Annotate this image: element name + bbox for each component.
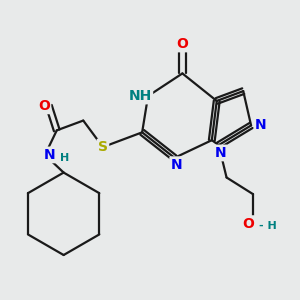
Text: N: N <box>171 158 182 172</box>
Text: N: N <box>44 148 56 162</box>
Text: H: H <box>60 153 69 163</box>
Text: O: O <box>38 99 50 113</box>
Text: N: N <box>215 146 226 160</box>
Text: NH: NH <box>129 89 152 103</box>
Text: O: O <box>242 217 254 231</box>
Text: N: N <box>255 118 267 133</box>
Text: - H: - H <box>259 220 277 231</box>
Text: O: O <box>176 37 188 51</box>
Text: S: S <box>98 140 108 154</box>
